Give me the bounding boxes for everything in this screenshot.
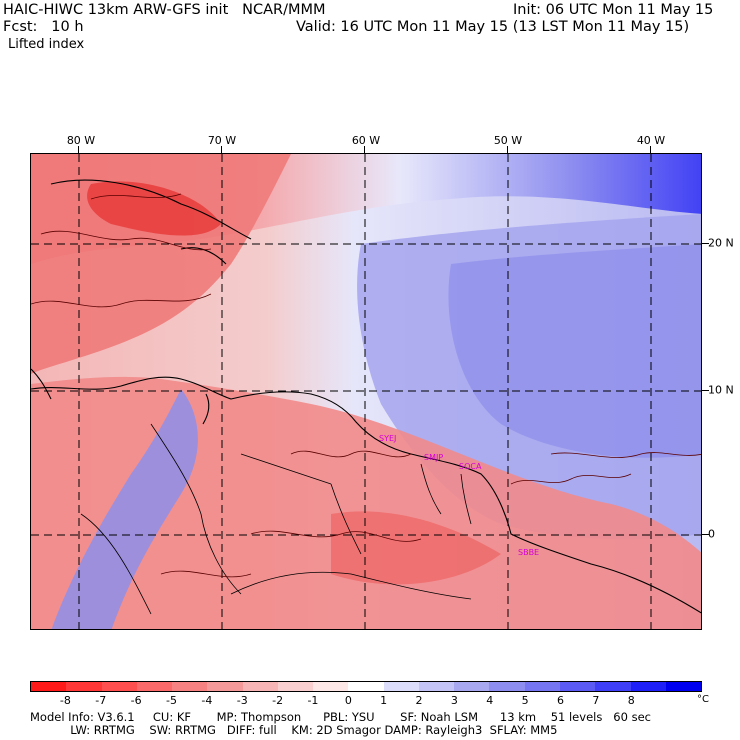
colorbar-segment [101,682,137,691]
model-info-line2: LW: RRTMG SW: RRTMG DIFF: full KM: 2D Sm… [30,723,558,737]
colorbar-label: 8 [627,694,635,707]
colorbar-label: -5 [165,694,177,707]
colorbar-segment [665,682,702,691]
lat-label-10n: 10 N [708,383,734,397]
init-time: Init: 06 UTC Mon 11 May 15 [513,2,714,18]
colorbar-segment [242,682,278,691]
field-name: Lifted index [8,37,85,52]
amazon-unstable-core [331,511,501,585]
lon-label-70w: 70 W [207,134,237,147]
lon-label-80w: 80 W [66,134,96,147]
colorbar-label: 5 [521,694,529,707]
colorbar-label: -8 [59,694,71,707]
lon-tick [78,146,79,153]
forecast-hour: Fcst: 10 h [3,19,84,35]
colorbar-segment [383,682,419,691]
colorbar-segment [172,682,208,691]
colorbar-unit: °C [697,694,709,705]
model-info-line1: Model Info: V3.6.1 CU: KF MP: Thompson P… [30,710,651,724]
lat-label-0: 0 [708,527,715,541]
station-labels: SYEJ SMJP SOCA SBBE [379,434,539,557]
lon-tick [507,146,508,153]
colorbar-label: 0 [344,694,352,707]
valid-time: Valid: 16 UTC Mon 11 May 15 (13 LST Mon … [296,19,690,35]
lon-label-60w: 60 W [351,134,381,147]
colorbar-label: -6 [130,694,142,707]
station-label: SYEJ [379,434,396,443]
model-title: HAIC-HIWC 13km ARW-GFS init NCAR/MMM [3,2,326,18]
colorbar-segment [524,682,560,691]
lat-tick [702,534,709,535]
colorbar-label: -1 [307,694,319,707]
colorbar-label: 6 [557,694,565,707]
colorbar-label: 7 [592,694,600,707]
colorbar-segment [418,682,455,691]
country-borders [80,423,472,615]
lifted-index-map[interactable]: SYEJ SMJP SOCA SBBE [30,153,702,630]
colorbar-segment [595,682,631,691]
colorbar-label: 2 [415,694,423,707]
colorbar-segment [66,682,102,691]
lat-tick [702,390,709,391]
lon-label-50w: 50 W [493,134,523,147]
lon-tick [650,146,651,153]
andes-stable-strip [51,389,198,629]
cuba-unstable-core [87,181,221,236]
contour-lines [31,193,701,578]
colorbar-label: -4 [201,694,213,707]
station-label: SOCA [459,462,482,471]
colorbar-segment [489,682,525,691]
lon-tick [364,146,365,153]
colorbar [30,681,702,692]
colorbar-segment [207,682,243,691]
lon-tick [221,146,222,153]
station-label: SMJP [424,453,443,462]
colorbar-segment [277,682,314,691]
colorbar-segment [559,682,596,691]
colorbar-label: -7 [95,694,107,707]
station-label: SBBE [518,548,539,557]
colorbar-label: -3 [236,694,248,707]
colorbar-segment [136,682,173,691]
lat-tick [702,243,709,244]
map-canvas: SYEJ SMJP SOCA SBBE [31,154,701,629]
colorbar-segment [348,682,384,691]
south-america-field [31,376,701,629]
colorbar-segment [313,682,349,691]
lon-label-40w: 40 W [636,134,666,147]
colorbar-segment [454,682,490,691]
colorbar-label: -2 [272,694,284,707]
colorbar-label: 3 [450,694,458,707]
lat-label-20n: 20 N [708,236,734,250]
ocean-stable-core [448,244,701,458]
colorbar-label: 1 [380,694,388,707]
colorbar-segment [31,682,67,691]
colorbar-segment [630,682,666,691]
colorbar-label: 4 [486,694,494,707]
